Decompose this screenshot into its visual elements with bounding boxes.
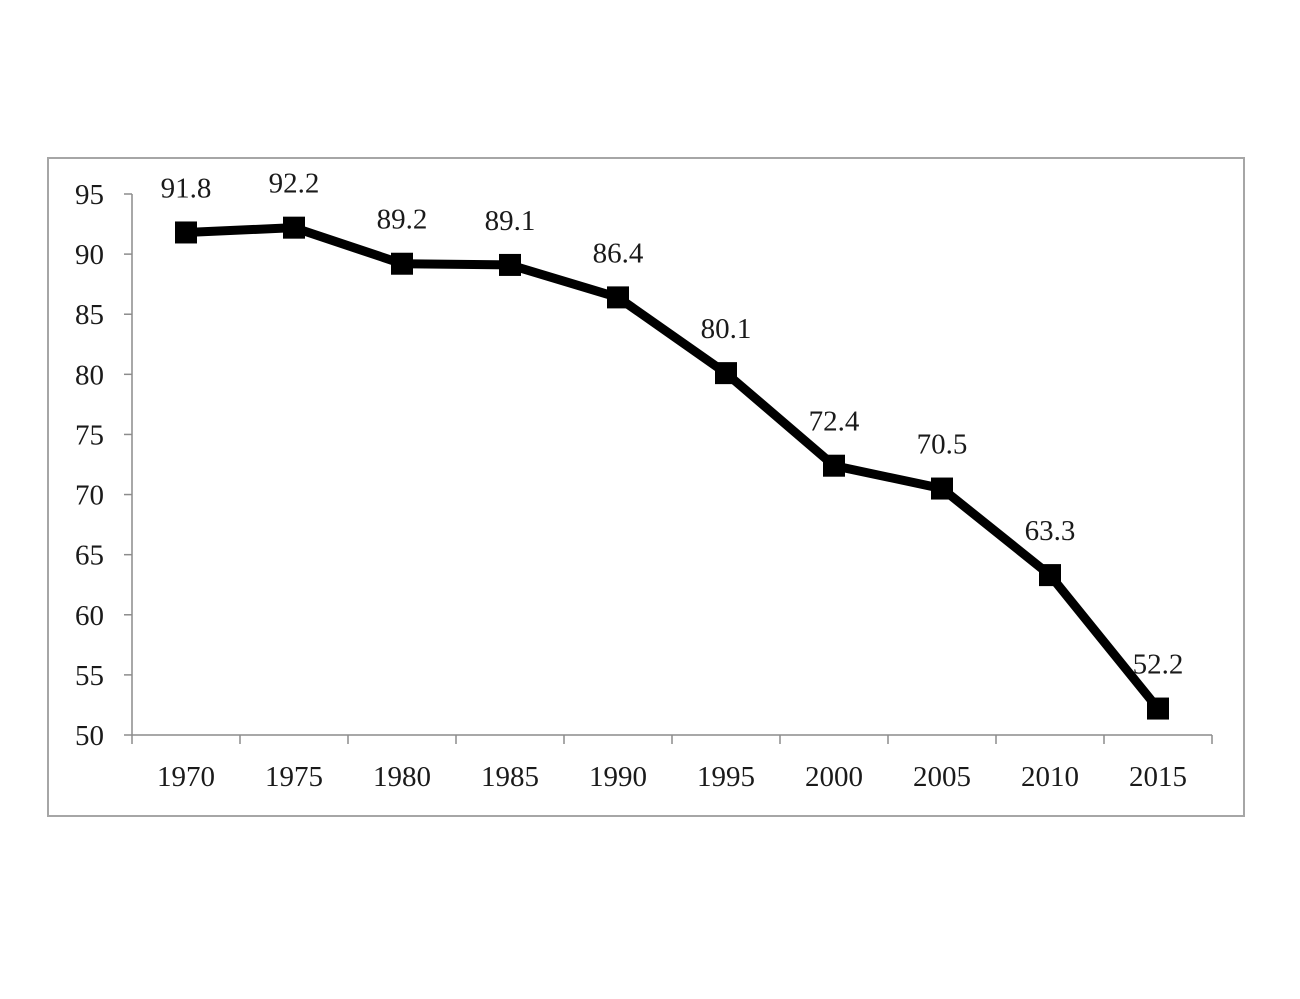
x-tick-label: 2015 xyxy=(1129,761,1187,793)
data-value-label: 72.4 xyxy=(809,406,860,438)
y-tick-label: 50 xyxy=(75,720,104,752)
data-value-label: 91.8 xyxy=(161,172,212,204)
data-value-label: 63.3 xyxy=(1025,515,1076,547)
x-tick-label: 1970 xyxy=(157,761,215,793)
y-tick-label: 65 xyxy=(75,540,104,572)
data-point-marker xyxy=(499,253,521,276)
series-line xyxy=(181,223,1163,714)
data-value-label: 52.2 xyxy=(1133,649,1184,681)
x-tick-label: 1995 xyxy=(697,761,755,793)
y-tick-label: 95 xyxy=(75,179,104,211)
data-point-marker xyxy=(823,454,845,477)
x-tick-label: 2000 xyxy=(805,761,863,793)
x-axis: 1970 1975 1980 1985 1990 1995 2000 2005 2010 2015 xyxy=(131,734,1213,793)
x-tick-label: 2005 xyxy=(913,761,971,793)
y-tick-label: 70 xyxy=(75,480,104,512)
y-axis: 50 55 60 65 70 75 80 85 90 95 xyxy=(75,179,133,752)
data-point-marker xyxy=(931,477,953,500)
x-tick-label: 1980 xyxy=(373,761,431,793)
data-point-marker xyxy=(391,252,413,275)
x-tick-label: 1985 xyxy=(481,761,539,793)
data-labels: 91.8 92.2 89.2 89.1 86.4 80.1 72.4 70.5 63.3 52.2 xyxy=(161,168,1184,681)
x-tick-label: 1990 xyxy=(589,761,647,793)
y-tick-label: 55 xyxy=(75,660,104,692)
x-tick-label: 1975 xyxy=(265,761,323,793)
data-point-marker xyxy=(607,286,629,309)
x-tick-label: 2010 xyxy=(1021,761,1079,793)
data-value-label: 80.1 xyxy=(701,313,752,345)
y-tick-label: 60 xyxy=(75,600,104,632)
y-tick-label: 90 xyxy=(75,239,104,271)
data-point-marker xyxy=(175,221,197,244)
data-point-marker xyxy=(715,362,737,385)
y-tick-label: 80 xyxy=(75,359,104,391)
y-tick-label: 75 xyxy=(75,419,104,451)
data-value-label: 92.2 xyxy=(269,168,320,200)
data-point-marker xyxy=(283,216,305,239)
y-tick-label: 85 xyxy=(75,299,104,331)
chart-frame xyxy=(47,157,1245,817)
data-value-label: 70.5 xyxy=(917,429,968,461)
data-value-label: 89.1 xyxy=(485,205,536,237)
data-value-label: 89.2 xyxy=(377,204,428,236)
data-point-marker xyxy=(1147,697,1169,720)
series xyxy=(175,216,1169,720)
data-value-label: 86.4 xyxy=(593,237,644,269)
data-point-marker xyxy=(1039,564,1061,587)
